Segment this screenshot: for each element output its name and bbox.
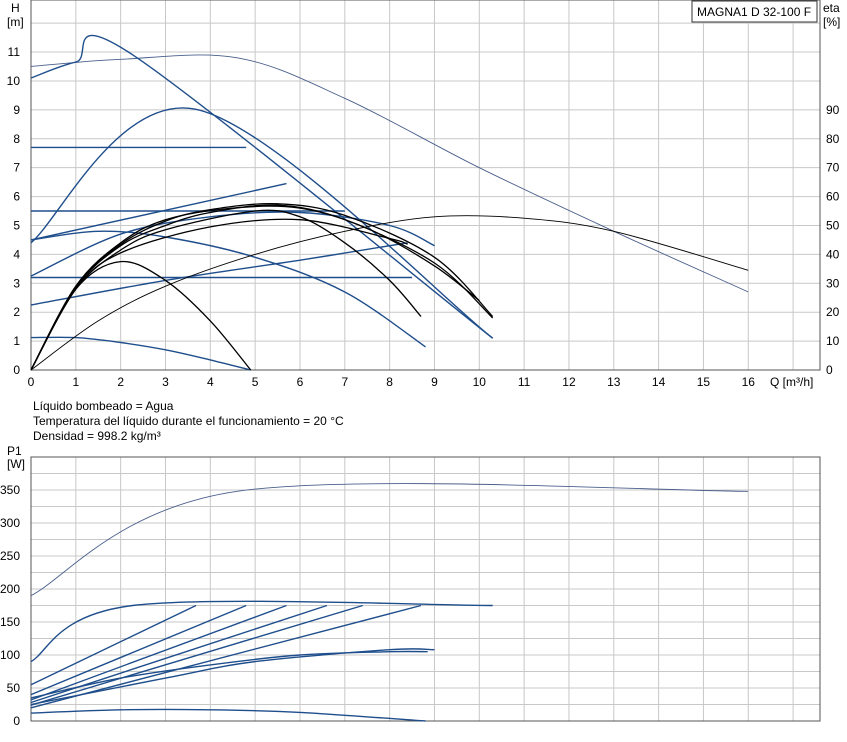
power-y-tick-label: 250	[0, 549, 20, 563]
head-y-ticks: 0 1 2 3 4 5 6 7 8 9 10 11	[7, 45, 21, 377]
power-series-0	[30, 483, 749, 597]
eta-y-tick-label: 50	[826, 218, 840, 232]
eta-y-tick-label: 60	[826, 190, 840, 204]
power-y-tick-label: 50	[7, 681, 21, 695]
eta-y-tick-label: 70	[826, 161, 840, 175]
head-x-tick-label: 3	[162, 375, 169, 389]
power-y-tick-label: 350	[0, 483, 20, 497]
head-ylabel-symbol: H	[11, 1, 20, 15]
power-series-9	[30, 648, 435, 706]
head-x-tick-label: 5	[252, 375, 259, 389]
power-y-tick-label: 300	[0, 516, 20, 530]
note-density: Densidad = 998.2 kg/m³	[33, 429, 161, 443]
head-x-tick-label: 8	[386, 375, 393, 389]
head-x-tick-label: 13	[607, 375, 621, 389]
model-title-box	[691, 0, 818, 23]
head-x-tick-label: 0	[28, 375, 35, 389]
head-series-6	[30, 211, 435, 277]
head-chart: 0 1 2 3 4 5 6 7 8 9 10 11 12 13 14 15 16 01234567891011 …	[7, 0, 840, 389]
eta-y-tick-label: 20	[826, 305, 840, 319]
head-y-tick-label: 10	[7, 74, 21, 88]
head-x-tick-label: 11	[518, 375, 531, 389]
eta-y-tick-label: 0	[826, 363, 833, 377]
head-plot-frame	[30, 0, 821, 371]
head-series-15	[30, 204, 494, 371]
head-x-tick-label: 10	[473, 375, 487, 389]
eta-y-tick-label: 30	[826, 276, 840, 290]
head-ylabel-unit: [m]	[7, 15, 24, 29]
head-series-1	[30, 34, 494, 339]
power-y-tick-label: 0	[13, 714, 20, 728]
head-y-tick-label: 2	[13, 305, 20, 319]
head-grid	[30, 0, 820, 371]
head-x-tick-label: 4	[207, 375, 214, 389]
head-y-tick-label: 11	[8, 45, 21, 59]
head-series-7	[30, 242, 408, 306]
head-y-tick-label: 9	[13, 103, 20, 117]
eta-ylabel-symbol: eta	[823, 1, 840, 15]
head-y-tick-label: 6	[13, 190, 20, 204]
head-x-tick-label: 12	[562, 375, 576, 389]
power-y-ticks: 0 50 100 150 200 250 300 350	[0, 483, 20, 728]
head-series-2	[30, 107, 494, 339]
head-x-tick-label: 7	[341, 375, 348, 389]
power-series-3	[30, 604, 247, 696]
head-series-4	[30, 182, 287, 241]
eta-y-tick-label: 80	[826, 132, 840, 146]
head-y-tick-label: 0	[13, 363, 20, 377]
power-series-1	[30, 600, 493, 663]
head-x-ticks: 0 1 2 3 4 5 6 7 8 9 10 11 12 13 14 15 16	[28, 375, 756, 389]
eta-y-ticks: 0 10 20 30 40 50 60 70 80 90	[826, 103, 840, 377]
power-series-7	[30, 604, 422, 709]
head-series-group	[30, 34, 749, 371]
power-series-group	[30, 483, 749, 722]
head-x-tick-label: 16	[742, 375, 756, 389]
model-title: MAGNA1 D 32-100 F	[697, 5, 811, 19]
note-liquid: Líquido bombeado = Agua	[33, 399, 174, 413]
head-series-17	[30, 205, 480, 371]
head-x-tick-label: 14	[652, 375, 666, 389]
power-y-tick-label: 200	[0, 582, 20, 596]
power-series-4	[30, 604, 287, 701]
head-x-tick-label: 2	[117, 375, 124, 389]
eta-y-tick-label: 10	[826, 334, 840, 348]
head-x-tick-label: 15	[697, 375, 711, 389]
power-chart: 0 50 100 150 200 250 300 350 P1 [W]	[0, 444, 821, 728]
head-y-tick-label: 1	[13, 334, 20, 348]
power-series-10	[30, 708, 426, 722]
eta-y-tick-label: 90	[826, 103, 840, 117]
power-y-tick-label: 100	[0, 648, 20, 662]
head-x-tick-label: 6	[297, 375, 304, 389]
head-y-tick-label: 5	[13, 218, 20, 232]
power-series-2	[30, 604, 197, 686]
head-series-9	[30, 230, 426, 348]
note-temperature: Temperatura del líquido durante el funci…	[33, 414, 344, 428]
head-y-tick-label: 4	[13, 247, 20, 261]
power-ylabel-symbol: P1	[7, 444, 22, 458]
power-ylabel-unit: [W]	[7, 457, 25, 471]
head-series-10	[30, 336, 251, 371]
power-series-6	[30, 604, 363, 706]
head-xlabel: Q [m³/h]	[770, 375, 813, 389]
head-x-tick-label: 9	[431, 375, 438, 389]
head-series-14	[30, 209, 422, 371]
eta-y-tick-label: 40	[826, 247, 840, 261]
head-series-11	[30, 215, 749, 371]
eta-ylabel-unit: [%]	[823, 15, 840, 29]
head-y-tick-label: 3	[13, 276, 20, 290]
head-y-tick-label: 8	[13, 132, 20, 146]
power-series-8	[30, 650, 428, 699]
power-y-tick-label: 150	[0, 615, 20, 629]
head-x-tick-label: 1	[72, 375, 79, 389]
head-y-tick-label: 7	[13, 161, 20, 175]
